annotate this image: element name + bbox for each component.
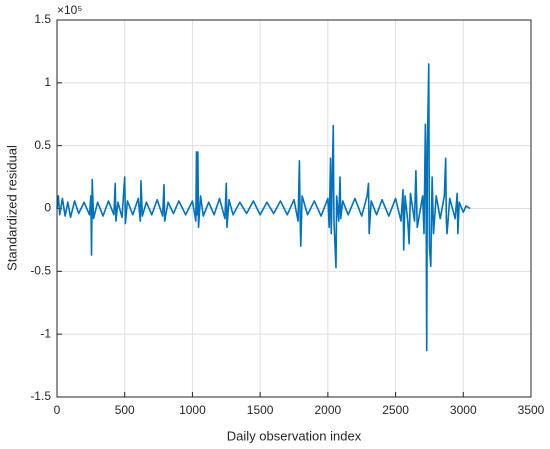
y-tick-label: 0 <box>44 201 51 215</box>
y-tick-label: 0.5 <box>34 138 51 152</box>
y-tick-label: -1.5 <box>30 389 51 403</box>
x-tick-label: 0 <box>54 403 61 417</box>
y-tick-label: 1 <box>44 75 51 89</box>
x-tick-label: 1000 <box>179 403 206 417</box>
x-tick-label: 3500 <box>518 403 545 417</box>
x-axis-label: Daily observation index <box>227 428 362 443</box>
y-multiplier: ×10⁵ <box>57 3 82 17</box>
x-tick-label: 2000 <box>315 403 342 417</box>
axes-box <box>56 19 532 398</box>
x-tick-label: 500 <box>115 403 135 417</box>
x-tick-label: 1500 <box>247 403 274 417</box>
y-tick-label: 1.5 <box>34 12 51 26</box>
y-tick-label: -0.5 <box>30 264 51 278</box>
x-tick-label: 3000 <box>450 403 477 417</box>
y-tick-label: -1 <box>40 326 51 340</box>
data-line <box>56 63 471 352</box>
y-axis-label: Standardized residual <box>4 145 19 271</box>
x-tick-label: 2500 <box>382 403 409 417</box>
